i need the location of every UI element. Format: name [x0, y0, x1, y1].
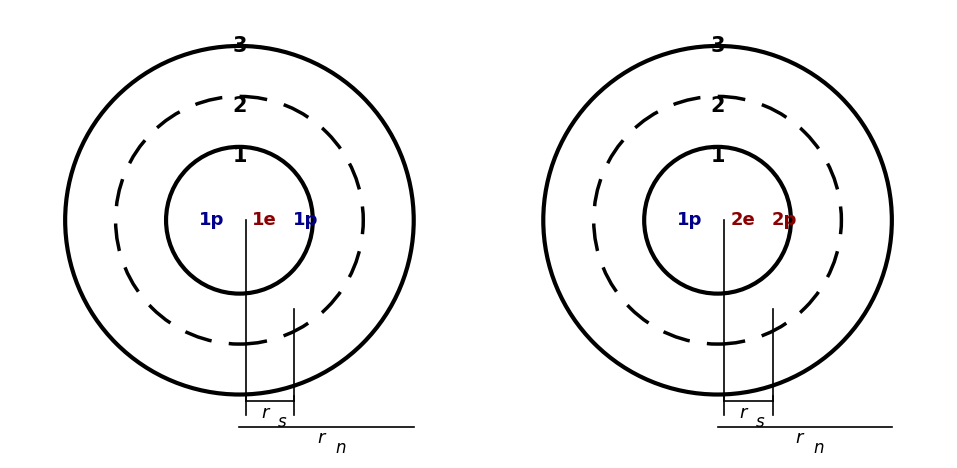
Text: 1p: 1p: [678, 211, 702, 229]
Text: 3: 3: [710, 36, 724, 56]
Text: $\mathit{s}$: $\mathit{s}$: [755, 413, 766, 431]
Text: 1: 1: [710, 146, 724, 166]
Text: 1: 1: [233, 146, 247, 166]
Text: $\mathit{r}$: $\mathit{r}$: [260, 404, 271, 422]
Text: 3: 3: [233, 36, 247, 56]
Text: 2e: 2e: [730, 211, 755, 229]
Text: 1p: 1p: [293, 211, 319, 229]
Text: $\mathit{n}$: $\mathit{n}$: [335, 439, 346, 458]
Text: 1p: 1p: [199, 211, 225, 229]
Text: $\mathit{s}$: $\mathit{s}$: [277, 413, 287, 431]
Text: 2: 2: [710, 95, 724, 116]
Text: $\mathit{r}$: $\mathit{r}$: [795, 429, 805, 447]
Text: $\mathit{r}$: $\mathit{r}$: [739, 404, 749, 422]
Text: 1e: 1e: [253, 211, 277, 229]
Text: 2: 2: [233, 95, 247, 116]
Text: $\mathit{r}$: $\mathit{r}$: [317, 429, 327, 447]
Text: $\mathit{n}$: $\mathit{n}$: [812, 439, 824, 458]
Text: 2p: 2p: [771, 211, 797, 229]
